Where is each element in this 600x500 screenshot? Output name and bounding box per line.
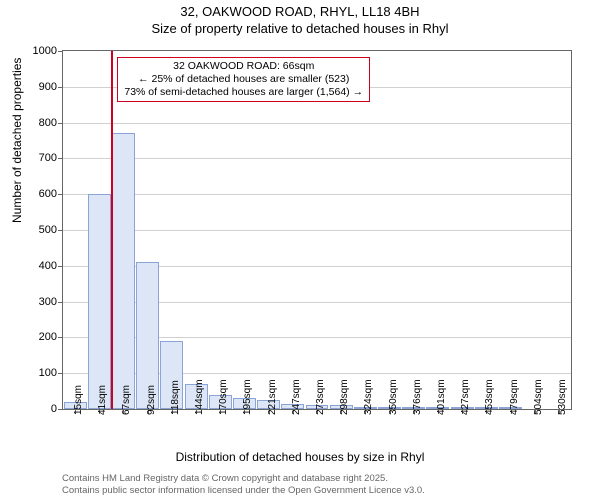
xtick-label: 401sqm bbox=[436, 379, 447, 415]
ytick-mark bbox=[58, 266, 63, 267]
annotation-line: ← 25% of detached houses are smaller (52… bbox=[124, 73, 363, 86]
xtick-label: 247sqm bbox=[291, 379, 302, 415]
ytick-mark bbox=[58, 337, 63, 338]
xtick-label: 350sqm bbox=[388, 379, 399, 415]
gridline bbox=[63, 123, 571, 124]
ytick-mark bbox=[58, 409, 63, 410]
x-axis-label: Distribution of detached houses by size … bbox=[0, 450, 600, 464]
xtick-label: 530sqm bbox=[557, 379, 568, 415]
ytick-label: 100 bbox=[39, 367, 57, 379]
ytick-mark bbox=[58, 194, 63, 195]
footnote: Contains HM Land Registry data © Crown c… bbox=[62, 473, 425, 496]
xtick-label: 144sqm bbox=[194, 379, 205, 415]
histogram-bar bbox=[112, 133, 135, 409]
xtick-label: 67sqm bbox=[121, 385, 132, 415]
xtick-label: 504sqm bbox=[533, 379, 544, 415]
ytick-mark bbox=[58, 302, 63, 303]
gridline bbox=[63, 194, 571, 195]
ytick-mark bbox=[58, 230, 63, 231]
ytick-label: 300 bbox=[39, 296, 57, 308]
chart-title: 32, OAKWOOD ROAD, RHYL, LL18 4BH Size of… bbox=[0, 0, 600, 38]
xtick-label: 118sqm bbox=[170, 380, 181, 415]
ytick-mark bbox=[58, 373, 63, 374]
ytick-mark bbox=[58, 123, 63, 124]
ytick-label: 900 bbox=[39, 81, 57, 93]
ytick-mark bbox=[58, 51, 63, 52]
xtick-label: 195sqm bbox=[242, 379, 253, 415]
ytick-label: 700 bbox=[39, 152, 57, 164]
annotation-box: 32 OAKWOOD ROAD: 66sqm← 25% of detached … bbox=[117, 57, 370, 102]
xtick-label: 376sqm bbox=[412, 379, 423, 415]
ytick-mark bbox=[58, 158, 63, 159]
xtick-label: 15sqm bbox=[73, 385, 84, 415]
footnote-line1: Contains HM Land Registry data © Crown c… bbox=[62, 473, 425, 484]
ytick-mark bbox=[58, 87, 63, 88]
xtick-label: 273sqm bbox=[315, 379, 326, 415]
annotation-line: 32 OAKWOOD ROAD: 66sqm bbox=[124, 60, 363, 73]
gridline bbox=[63, 158, 571, 159]
ytick-label: 200 bbox=[39, 331, 57, 343]
title-line1: 32, OAKWOOD ROAD, RHYL, LL18 4BH bbox=[0, 4, 600, 21]
reference-line bbox=[111, 51, 113, 409]
ytick-label: 600 bbox=[39, 188, 57, 200]
footnote-line2: Contains public sector information licen… bbox=[62, 485, 425, 496]
chart-plot-area: 0100200300400500600700800900100015sqm41s… bbox=[62, 50, 572, 410]
title-line2: Size of property relative to detached ho… bbox=[0, 21, 600, 38]
xtick-label: 41sqm bbox=[97, 385, 108, 415]
ytick-label: 0 bbox=[51, 403, 57, 415]
ytick-label: 800 bbox=[39, 117, 57, 129]
y-axis-label: Number of detached properties bbox=[10, 58, 24, 223]
xtick-label: 479sqm bbox=[509, 379, 520, 415]
ytick-label: 500 bbox=[39, 224, 57, 236]
histogram-bar bbox=[88, 194, 111, 409]
xtick-label: 170sqm bbox=[218, 379, 229, 415]
xtick-label: 221sqm bbox=[267, 379, 278, 415]
ytick-label: 1000 bbox=[33, 45, 57, 57]
xtick-label: 324sqm bbox=[363, 379, 374, 415]
xtick-label: 453sqm bbox=[484, 379, 495, 415]
gridline bbox=[63, 230, 571, 231]
xtick-label: 92sqm bbox=[146, 385, 157, 415]
xtick-label: 298sqm bbox=[339, 379, 350, 415]
xtick-label: 427sqm bbox=[460, 379, 471, 415]
ytick-label: 400 bbox=[39, 260, 57, 272]
annotation-line: 73% of semi-detached houses are larger (… bbox=[124, 86, 363, 99]
